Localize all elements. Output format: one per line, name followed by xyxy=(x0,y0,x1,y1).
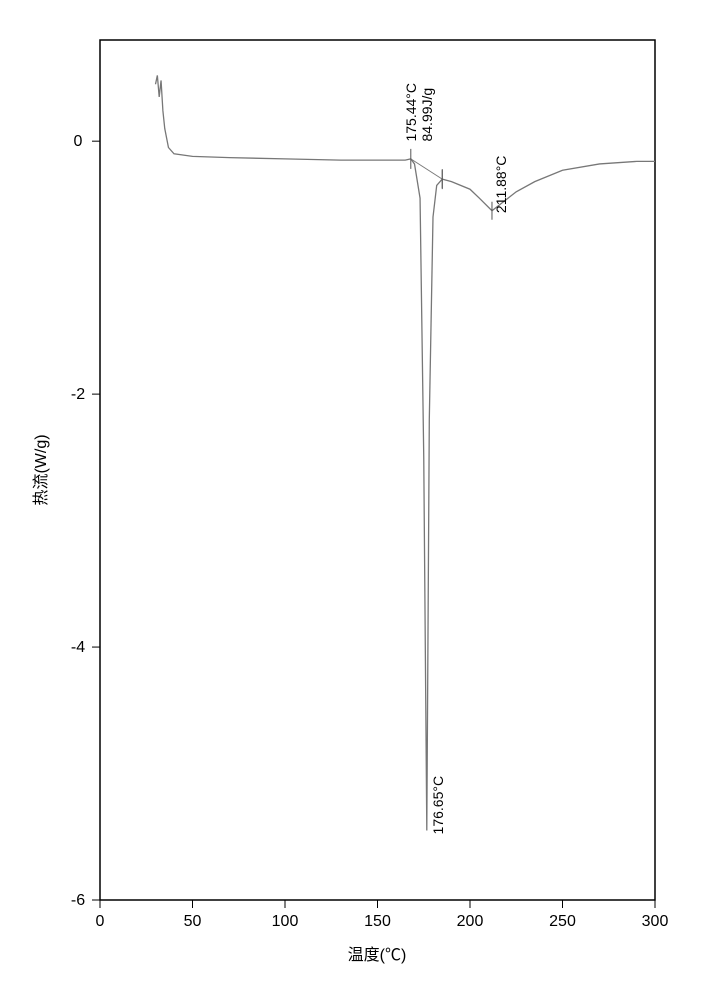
x-tick-label: 150 xyxy=(364,913,391,930)
dsc-chart: { "chart": { "type": "line", "x_axis": {… xyxy=(0,0,713,1000)
y-tick-label: -4 xyxy=(71,639,85,656)
y-axis-title: 热流(W/g) xyxy=(32,434,50,505)
x-axis-title: 温度(℃) xyxy=(348,946,407,964)
chart-svg: 0 50 100 150 200 250 300 -6 -4 -2 0 温度(℃) 热流(W/g)… xyxy=(0,0,713,1000)
x-tick-label: 50 xyxy=(184,913,202,930)
event2-temp-label: 211.88°C xyxy=(493,156,509,214)
x-ticks: 0 50 100 150 200 250 300 xyxy=(96,900,669,930)
y-tick-label: 0 xyxy=(74,133,83,150)
y-tick-label: -6 xyxy=(71,892,85,909)
onset-enthalpy-label: 84.99J/g xyxy=(419,88,435,142)
x-tick-label: 100 xyxy=(272,913,299,930)
x-tick-label: 250 xyxy=(549,913,576,930)
onset-temp-label: 175.44°C xyxy=(403,83,419,142)
peak-temp-label: 176.65°C xyxy=(430,776,446,835)
x-tick-label: 300 xyxy=(642,913,669,930)
event2-tick-marks xyxy=(442,170,492,220)
x-tick-label: 200 xyxy=(457,913,484,930)
x-tick-label: 0 xyxy=(96,913,105,930)
y-tick-label: -2 xyxy=(71,386,85,403)
dsc-curve xyxy=(156,75,656,830)
y-ticks: -6 -4 -2 0 xyxy=(71,133,100,909)
